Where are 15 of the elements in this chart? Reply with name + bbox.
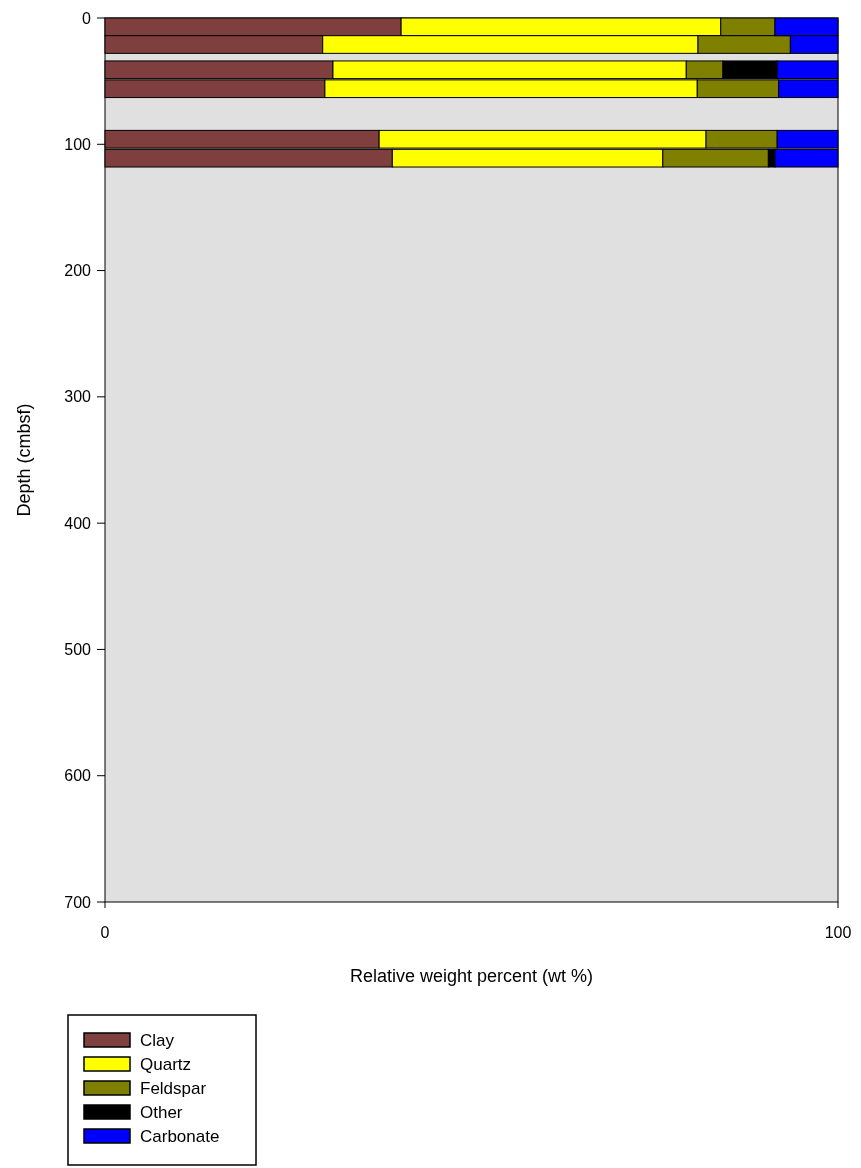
y-tick-label: 300 [64, 388, 92, 406]
y-tick-label: 500 [64, 641, 92, 659]
y-axis-title: Depth (cmbsf) [14, 403, 34, 517]
legend-label: Feldspar [140, 1078, 207, 1098]
legend-label: Carbonate [140, 1126, 220, 1146]
legend-label: Quartz [140, 1054, 192, 1074]
legend-label: Clay [140, 1030, 175, 1050]
y-tick-label: 700 [64, 893, 92, 911]
y-tick-label: 200 [64, 262, 92, 280]
y-tick-label: 100 [64, 135, 92, 153]
x-axis-title: Relative weight percent (wt %) [349, 966, 594, 986]
y-tick-label: 0 [82, 9, 92, 27]
legend-label: Other [140, 1102, 183, 1122]
y-tick-label: 400 [64, 514, 92, 532]
y-tick-label: 600 [64, 767, 92, 785]
